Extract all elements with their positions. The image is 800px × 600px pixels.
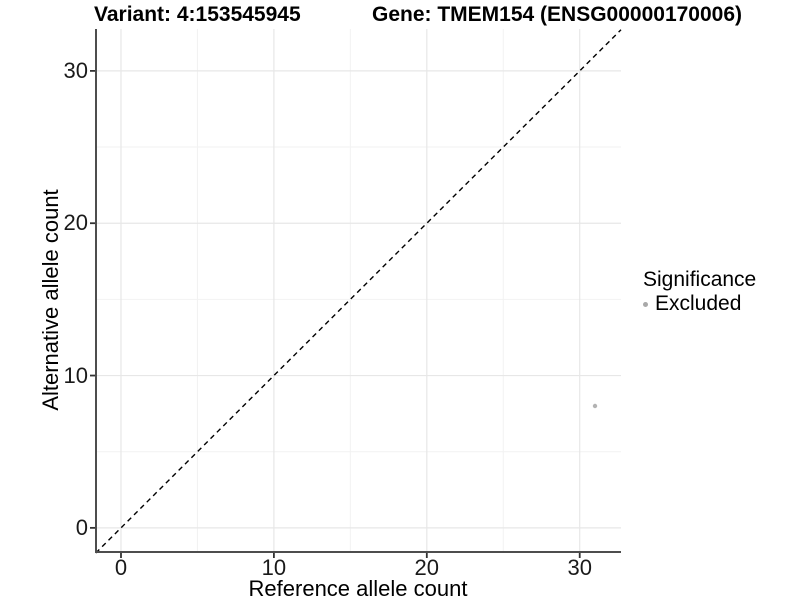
legend-key bbox=[637, 296, 654, 313]
x-tick-label: 30 bbox=[567, 555, 592, 580]
y-tick-label: 0 bbox=[75, 514, 88, 540]
legend-item-label: Excluded bbox=[655, 292, 742, 315]
y-tick-label: 10 bbox=[63, 362, 88, 388]
x-tick-label: 10 bbox=[261, 555, 287, 580]
identity-dashed-line bbox=[95, 29, 622, 554]
data-point bbox=[592, 403, 598, 409]
legend: Significance Excluded bbox=[637, 268, 757, 315]
y-tick-label: 20 bbox=[63, 210, 88, 236]
legend-title: Significance bbox=[643, 268, 757, 291]
plot-title-variant: Variant: 4:153545945 bbox=[94, 3, 301, 26]
legend-point-icon bbox=[643, 301, 648, 307]
x-axis-title: Reference allele count bbox=[248, 576, 468, 600]
x-tick-label: 0 bbox=[114, 555, 128, 580]
chart-panel bbox=[90, 29, 622, 558]
legend-item-excluded: Excluded bbox=[637, 292, 756, 315]
y-tick-label: 30 bbox=[63, 57, 88, 83]
plot-title-gene: Gene: TMEM154 (ENSG00000170006) bbox=[372, 3, 743, 26]
x-tick-label: 20 bbox=[414, 555, 440, 580]
